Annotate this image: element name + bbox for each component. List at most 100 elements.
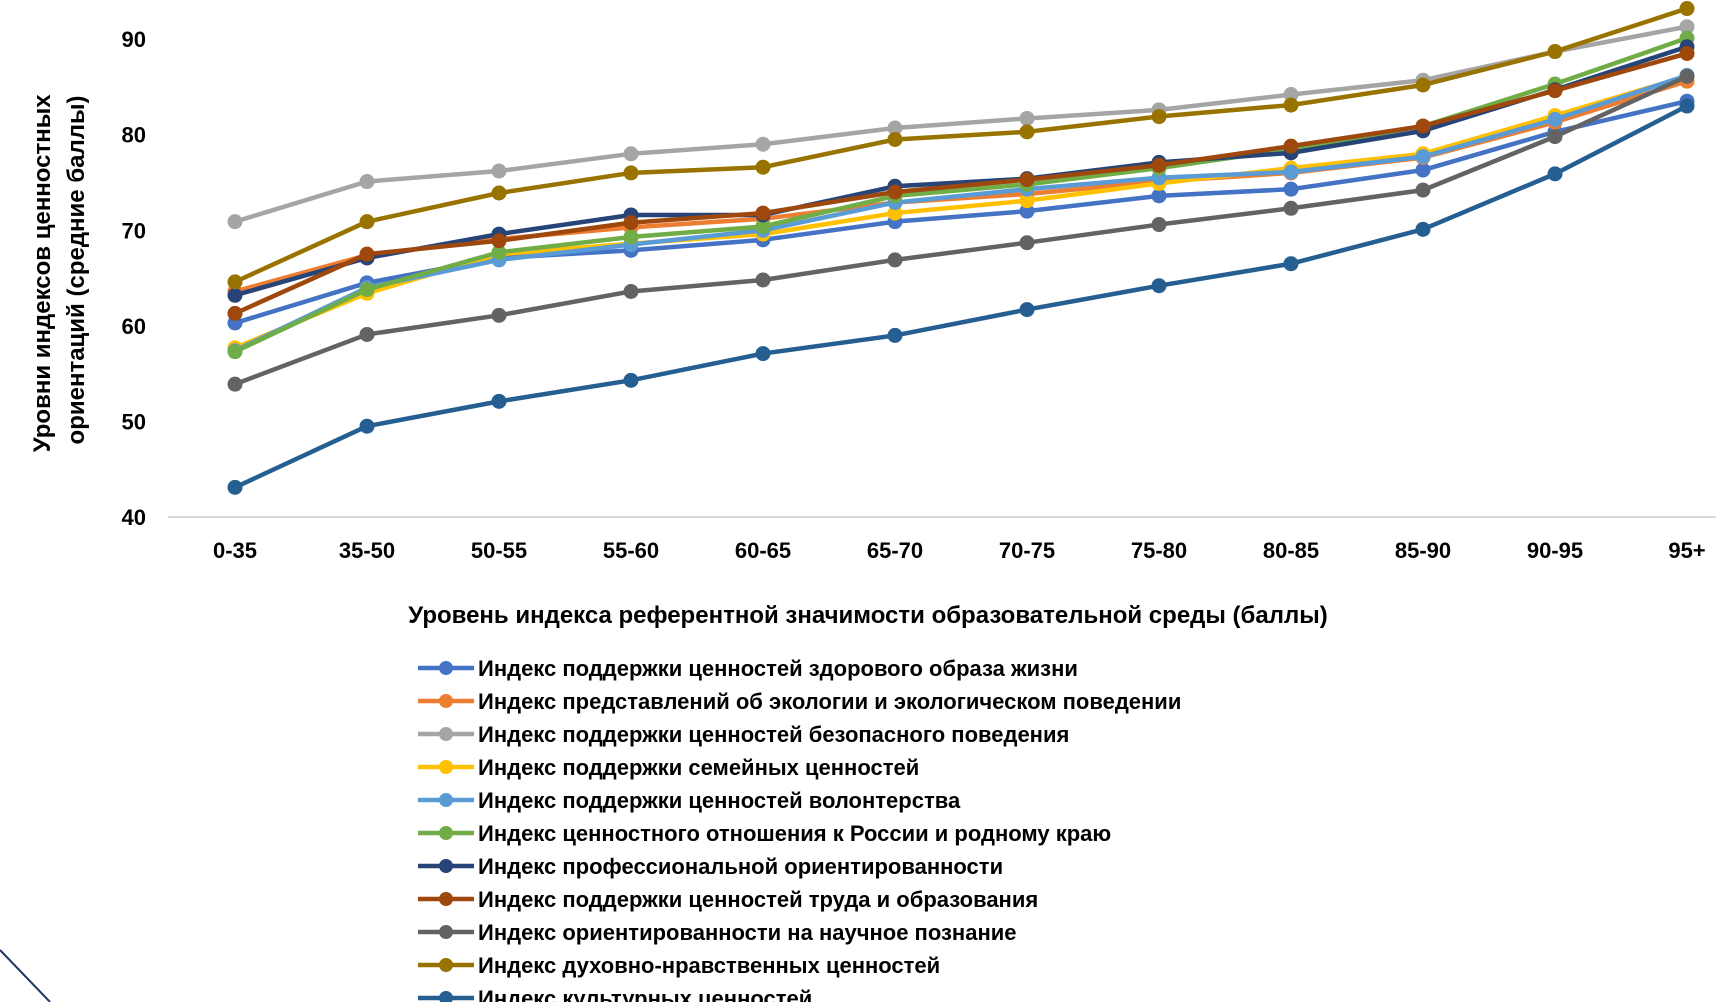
data-point	[1415, 182, 1431, 198]
legend-swatch-marker	[439, 958, 453, 972]
series-layer	[227, 1, 1695, 495]
data-point	[1283, 164, 1299, 180]
data-point	[1019, 124, 1035, 140]
x-tick-label: 35-50	[339, 538, 395, 563]
legend-item: Индекс духовно-нравственных ценностей	[418, 953, 940, 978]
data-point	[1151, 109, 1167, 125]
data-point	[887, 184, 903, 200]
y-axis-ticks: 40 50 60 70 80 90	[122, 27, 146, 530]
legend-item: Индекс представлений об экологии и эколо…	[418, 689, 1181, 714]
data-point	[755, 218, 771, 234]
data-point	[1151, 157, 1167, 173]
legend-label: Индекс представлений об экологии и эколо…	[478, 689, 1181, 714]
legend-item: Индекс ориентированности на научное позн…	[418, 920, 1017, 945]
data-point	[1547, 44, 1563, 60]
data-point	[1283, 97, 1299, 113]
series-9	[227, 68, 1695, 392]
legend-label: Индекс ценностного отношения к России и …	[478, 821, 1111, 846]
y-tick-label: 90	[122, 27, 146, 52]
legend-swatch-marker	[439, 859, 453, 873]
legend-label: Индекс поддержки ценностей здорового обр…	[478, 656, 1078, 681]
legend-item: Индекс поддержки ценностей безопасного п…	[418, 722, 1069, 747]
legend: Индекс поддержки ценностей здорового обр…	[418, 656, 1181, 1002]
data-point	[491, 307, 507, 323]
series-line	[232, 44, 1690, 298]
legend-swatch-marker	[439, 826, 453, 840]
series-8	[227, 45, 1695, 321]
data-point	[755, 136, 771, 152]
y-tick-label: 40	[122, 505, 146, 530]
legend-swatch-marker	[439, 694, 453, 708]
x-axis-ticks: 0-35 35-50 50-55 55-60 60-65 65-70 70-75 75-80 8…	[213, 538, 1706, 563]
data-point	[227, 214, 243, 230]
y-tick-label: 50	[122, 409, 146, 434]
legend-swatch-marker	[439, 760, 453, 774]
legend-label: Индекс ориентированности на научное позн…	[478, 920, 1017, 945]
series-10	[227, 1, 1695, 290]
data-point	[227, 344, 243, 360]
data-point	[623, 229, 639, 245]
data-point	[1547, 111, 1563, 127]
x-tick-label: 50-55	[471, 538, 527, 563]
data-point	[623, 165, 639, 181]
y-axis-title-line-2: ориентаций (средние баллы)	[63, 96, 90, 445]
data-point	[227, 376, 243, 392]
x-tick-label: 65-70	[867, 538, 923, 563]
data-point	[1283, 256, 1299, 272]
data-point	[1019, 302, 1035, 318]
legend-label: Индекс поддержки ценностей безопасного п…	[478, 722, 1069, 747]
x-tick-label: 55-60	[603, 538, 659, 563]
legend-item: Индекс поддержки ценностей труда и образ…	[418, 887, 1038, 912]
data-point	[1679, 68, 1695, 84]
data-point	[1415, 77, 1431, 93]
series-line	[232, 73, 1690, 353]
data-point	[887, 327, 903, 343]
legend-swatch-marker	[439, 793, 453, 807]
data-point	[1679, 98, 1695, 114]
series-line	[232, 51, 1690, 316]
data-point	[755, 346, 771, 362]
legend-item: Индекс культурных ценностей	[418, 986, 812, 1002]
x-tick-label: 75-80	[1131, 538, 1187, 563]
legend-item: Индекс ценностного отношения к России и …	[418, 821, 1111, 846]
y-tick-label: 60	[122, 314, 146, 339]
legend-label: Индекс духовно-нравственных ценностей	[478, 953, 940, 978]
data-point	[755, 159, 771, 175]
x-tick-label: 90-95	[1527, 538, 1583, 563]
data-point	[1547, 83, 1563, 99]
data-point	[623, 372, 639, 388]
y-axis-title-line-1: Уровни индексов ценностных	[29, 94, 56, 452]
series-line	[232, 24, 1690, 224]
legend-label: Индекс поддержки семейных ценностей	[478, 755, 919, 780]
legend-swatch-marker	[439, 991, 453, 1002]
data-point	[359, 418, 375, 434]
data-point	[1283, 87, 1299, 103]
data-point	[1019, 110, 1035, 126]
data-point	[359, 174, 375, 190]
data-point	[1679, 45, 1695, 61]
corner-decoration	[0, 949, 51, 1002]
data-point	[1547, 129, 1563, 145]
data-point	[887, 120, 903, 136]
legend-item: Индекс профессиональной ориентированност…	[418, 854, 1003, 879]
x-tick-label: 95+	[1668, 538, 1705, 563]
x-tick-label: 80-85	[1263, 538, 1319, 563]
series-line	[232, 103, 1690, 490]
data-point	[227, 479, 243, 495]
data-point	[1151, 278, 1167, 294]
data-point	[491, 393, 507, 409]
y-tick-label: 80	[122, 123, 146, 148]
data-point	[359, 246, 375, 262]
data-point	[227, 287, 243, 303]
data-point	[359, 282, 375, 298]
data-point	[623, 146, 639, 162]
data-point	[227, 305, 243, 321]
legend-swatch-marker	[439, 892, 453, 906]
data-point	[755, 205, 771, 221]
data-point	[887, 205, 903, 221]
x-tick-label: 85-90	[1395, 538, 1451, 563]
data-point	[1547, 166, 1563, 182]
data-point	[887, 252, 903, 268]
data-point	[1415, 162, 1431, 178]
